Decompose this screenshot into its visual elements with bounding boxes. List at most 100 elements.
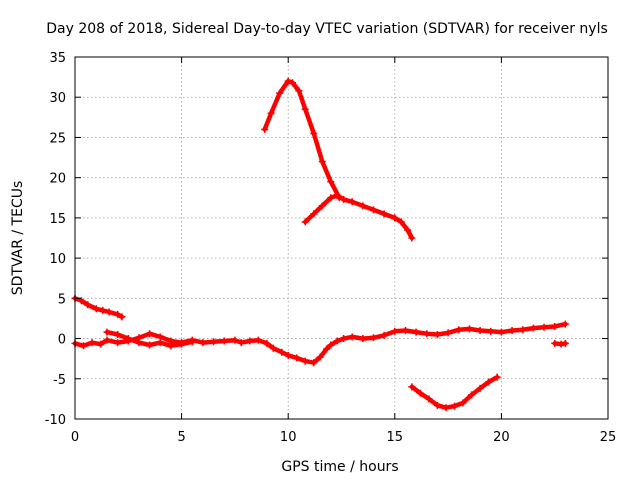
data-point xyxy=(77,297,85,305)
data-point xyxy=(380,331,388,339)
data-point xyxy=(425,395,433,403)
data-point xyxy=(261,125,269,133)
data-point xyxy=(114,331,122,339)
data-point xyxy=(246,337,254,345)
x-tick-label: 15 xyxy=(387,430,404,445)
data-point xyxy=(316,353,324,361)
data-point xyxy=(369,334,377,342)
y-tick-label: 20 xyxy=(49,172,66,187)
y-tick-label: 0 xyxy=(58,333,66,348)
data-point xyxy=(468,391,476,399)
data-point xyxy=(487,327,495,335)
data-point xyxy=(293,354,301,362)
data-point xyxy=(551,339,559,347)
data-point xyxy=(476,327,484,335)
data-point xyxy=(433,331,441,339)
data-point xyxy=(485,378,493,386)
data-point xyxy=(561,339,569,347)
data-point xyxy=(135,339,143,347)
data-point xyxy=(220,337,228,345)
data-point xyxy=(493,373,501,381)
data-point xyxy=(105,308,113,316)
x-tick-label: 10 xyxy=(280,430,297,445)
data-point xyxy=(231,336,239,344)
data-point xyxy=(476,384,484,392)
data-point xyxy=(295,87,303,95)
x-tick-label: 20 xyxy=(493,430,510,445)
y-tick-label: 15 xyxy=(49,212,66,227)
data-point xyxy=(340,195,348,203)
data-point xyxy=(92,305,100,313)
y-axis-label: SDTVAR / TECUs xyxy=(10,181,26,296)
data-point xyxy=(465,325,473,333)
data-point xyxy=(114,310,122,318)
data-point xyxy=(284,351,292,359)
data-point xyxy=(412,328,420,336)
data-point xyxy=(188,338,196,346)
y-tick-label: 25 xyxy=(49,131,66,146)
data-point xyxy=(519,326,527,334)
data-point xyxy=(401,327,409,335)
data-point xyxy=(348,198,356,206)
x-tick-label: 25 xyxy=(600,430,617,445)
y-tick-label: 30 xyxy=(49,91,66,106)
data-point xyxy=(278,348,286,356)
data-point xyxy=(404,226,412,234)
data-point xyxy=(178,340,186,348)
y-tick-label: 35 xyxy=(49,51,66,66)
data-point xyxy=(391,327,399,335)
series-group xyxy=(71,77,569,412)
series-line-4 xyxy=(262,78,342,201)
data-point xyxy=(199,339,207,347)
y-tick-label: 5 xyxy=(58,292,66,307)
data-point xyxy=(327,194,335,202)
data-point xyxy=(450,402,458,410)
x-tick-label: 5 xyxy=(177,430,185,445)
data-point xyxy=(359,335,367,343)
data-point xyxy=(84,301,92,309)
y-tick-label: -10 xyxy=(45,413,66,428)
data-point xyxy=(433,401,441,409)
data-point xyxy=(444,329,452,337)
data-point xyxy=(301,105,309,113)
data-point xyxy=(540,323,548,331)
data-point xyxy=(97,340,105,348)
ticks: 0 5 10 15 20 25 -10 -5 0 5 10 15 20 25 30 35 xyxy=(45,51,617,445)
data-point xyxy=(348,333,356,341)
data-point xyxy=(327,341,335,349)
data-point xyxy=(408,234,416,242)
data-point xyxy=(455,326,463,334)
data-point xyxy=(288,79,296,87)
data-point xyxy=(146,341,154,349)
data-point xyxy=(254,336,262,344)
data-point xyxy=(551,322,559,330)
data-point xyxy=(323,345,331,353)
x-axis-label: GPS time / hours xyxy=(281,459,398,475)
data-point xyxy=(80,342,88,350)
data-point xyxy=(210,338,218,346)
data-point xyxy=(333,191,341,199)
data-point xyxy=(301,218,309,226)
chart-title: Day 208 of 2018, Sidereal Day-to-day VTE… xyxy=(46,21,608,37)
data-point xyxy=(118,313,126,321)
data-point xyxy=(397,218,405,226)
data-point xyxy=(369,206,377,214)
data-point xyxy=(284,77,292,85)
grid xyxy=(75,57,608,419)
data-point xyxy=(124,335,132,343)
data-point xyxy=(333,337,341,345)
data-point xyxy=(310,129,318,137)
data-point xyxy=(276,89,284,97)
data-point xyxy=(146,330,154,338)
data-point xyxy=(156,339,164,347)
data-point xyxy=(408,383,416,391)
data-point xyxy=(340,335,348,343)
data-point xyxy=(114,339,122,347)
data-point xyxy=(557,340,565,348)
data-point xyxy=(269,344,277,352)
data-point xyxy=(103,328,111,336)
data-point xyxy=(318,158,326,166)
data-point xyxy=(310,210,318,218)
data-point xyxy=(103,336,111,344)
